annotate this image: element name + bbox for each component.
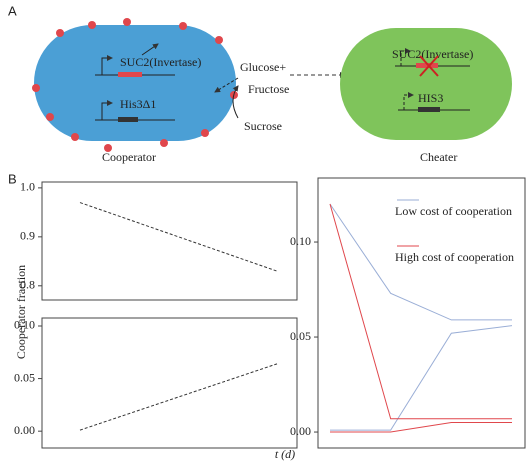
sugar: Fructose: [248, 82, 289, 96]
y-tick-label: 0.8: [20, 278, 35, 292]
y-tick-label: 0.10: [290, 234, 311, 248]
legend-label: High cost of cooperation: [395, 250, 514, 264]
series-line: [80, 364, 277, 430]
panel-label: B: [8, 171, 17, 186]
cheater-cell: [340, 28, 512, 140]
gene-label: SUC2(Invertase): [392, 47, 473, 61]
y-tick-label: 0.9: [20, 229, 35, 243]
panel-label: A: [8, 3, 17, 18]
cooperator-cell: [34, 25, 236, 141]
series-line: [330, 204, 512, 419]
sugar: Glucose+: [240, 60, 286, 74]
y-tick-label: 0.05: [290, 329, 311, 343]
plot-frame: [42, 182, 297, 300]
cell-label: Cheater: [420, 150, 457, 164]
y-tick-label: 0.05: [14, 370, 35, 384]
series-line: [80, 203, 277, 272]
gene: [418, 107, 440, 112]
y-tick-label: 0.00: [290, 424, 311, 438]
x-axis-label: t (d): [275, 447, 295, 461]
gene: [118, 117, 138, 122]
y-tick-label: 0.10: [14, 318, 35, 332]
legend-label: Low cost of cooperation: [395, 204, 512, 218]
y-tick-label: 1.0: [20, 180, 35, 194]
figure: A B SUC2(Invertase) His3Δ1 Cooperator Gl…: [0, 0, 531, 462]
sugar: Sucrose: [244, 119, 282, 133]
cell-label: Cooperator: [102, 150, 156, 164]
gene-label: His3Δ1: [120, 97, 156, 111]
y-tick-label: 0.00: [14, 423, 35, 437]
series-line: [330, 326, 512, 431]
plot-frame: [42, 318, 297, 448]
gene-label: HIS3: [418, 91, 443, 105]
gene: [118, 72, 142, 77]
plot-frame: [318, 178, 525, 448]
gene-label: SUC2(Invertase): [120, 55, 201, 69]
